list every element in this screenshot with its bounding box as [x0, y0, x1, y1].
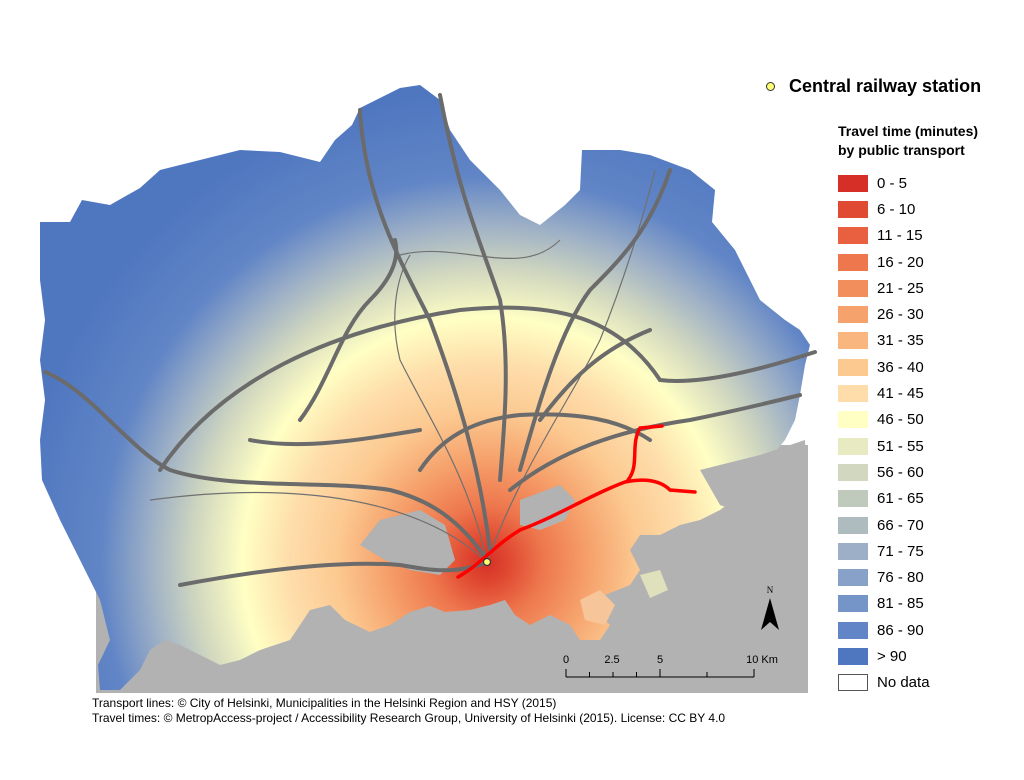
legend-class-label: 26 - 30 — [877, 306, 924, 324]
legend-row: 51 - 55 — [838, 433, 924, 459]
legend-class-label: 51 - 55 — [877, 437, 924, 455]
legend-swatch — [838, 306, 868, 324]
metro-line — [456, 424, 697, 579]
legend-swatch — [838, 358, 868, 376]
legend-row: 76 - 80 — [838, 564, 924, 590]
credits-line1: Transport lines: © City of Helsinki, Mun… — [92, 696, 557, 710]
credits-line2: Travel times: © MetropAccess-project / A… — [92, 711, 726, 725]
scale-label-0: 0 — [562, 654, 570, 666]
legend-class-label: 41 - 45 — [877, 385, 924, 403]
scale-label-2-5: 2.5 — [604, 654, 620, 666]
legend-swatch — [838, 279, 868, 297]
legend-class-label: 0 - 5 — [877, 174, 908, 192]
north-label: N — [767, 585, 774, 595]
legend-swatch — [838, 595, 868, 613]
legend-swatch — [838, 332, 868, 350]
legend-swatch — [838, 490, 868, 508]
legend-swatch — [838, 463, 868, 481]
legend-row: 26 - 30 — [838, 301, 924, 327]
nodata-label: No data — [877, 674, 930, 691]
legend-row: 66 - 70 — [838, 512, 924, 538]
legend-swatch — [838, 227, 868, 245]
legend-row: 61 - 65 — [838, 486, 924, 512]
legend-station: Central railway station — [766, 76, 981, 97]
legend-row: 0 - 5 — [838, 170, 924, 196]
credits: Transport lines: © City of Helsinki, Mun… — [92, 696, 725, 726]
scale-label-10km: 10 Km — [746, 654, 778, 666]
legend-swatch — [838, 437, 868, 455]
legend-class-label: 36 - 40 — [877, 358, 924, 376]
station-dot-icon — [766, 82, 775, 91]
legend-row: 11 - 15 — [838, 223, 924, 249]
land-area — [40, 85, 810, 690]
legend-row: 16 - 20 — [838, 249, 924, 275]
legend-swatch — [838, 385, 868, 403]
legend-swatch — [838, 647, 868, 665]
legend-class-label: 11 - 15 — [877, 227, 923, 245]
legend-row: > 90 — [838, 643, 924, 669]
legend-swatch — [838, 253, 868, 271]
legend-row: 21 - 25 — [838, 275, 924, 301]
legend-class-label: > 90 — [877, 647, 907, 665]
legend-swatch — [838, 621, 868, 639]
legend-swatch — [838, 200, 868, 218]
legend-swatch — [838, 569, 868, 587]
legend-nodata: No data — [838, 674, 930, 691]
legend-row: 56 - 60 — [838, 459, 924, 485]
legend-class-label: 71 - 75 — [877, 542, 924, 560]
sea-inlet — [520, 485, 575, 530]
legend-class-label: 81 - 85 — [877, 595, 924, 613]
legend-row: 71 - 75 — [838, 538, 924, 564]
central-station-marker — [482, 557, 492, 567]
legend-row: 41 - 45 — [838, 380, 924, 406]
sea-inlet — [700, 440, 808, 520]
scale-label-5: 5 — [656, 654, 664, 666]
north-arrow-icon: N — [761, 585, 779, 630]
legend-class-label: 31 - 35 — [877, 332, 924, 350]
rail-lines — [149, 169, 656, 563]
legend-class-label: 16 - 20 — [877, 253, 924, 271]
scale-bar — [565, 669, 755, 678]
legend-swatch — [838, 516, 868, 534]
legend-title-line1: Travel time (minutes) — [838, 123, 979, 139]
sea-inlet — [360, 510, 455, 575]
legend-row: 81 - 85 — [838, 591, 924, 617]
legend-row: 46 - 50 — [838, 407, 924, 433]
legend-row: 6 - 10 — [838, 196, 924, 222]
legend-class-label: 21 - 25 — [877, 279, 924, 297]
station-legend-label: Central railway station — [789, 76, 982, 96]
legend-swatch — [838, 174, 868, 192]
legend-row: 36 - 40 — [838, 354, 924, 380]
legend-swatch — [838, 542, 868, 560]
legend-class-label: 56 - 60 — [877, 463, 924, 481]
legend-class-label: 86 - 90 — [877, 621, 924, 639]
legend-row: 86 - 90 — [838, 617, 924, 643]
legend-class-label: 46 - 50 — [877, 411, 924, 429]
legend-classes: 0 - 5 6 - 10 11 - 15 16 - 20 21 - 25 26 - 30 3… — [838, 170, 924, 670]
island — [640, 570, 668, 598]
legend-class-label: 6 - 10 — [877, 200, 916, 218]
legend-title-line2: by public transport — [838, 142, 965, 158]
legend-class-label: 66 - 70 — [877, 516, 924, 534]
legend-class-label: 76 - 80 — [877, 569, 924, 587]
legend-class-label: 61 - 65 — [877, 490, 924, 508]
legend-swatch — [838, 411, 868, 429]
road-network — [43, 93, 817, 587]
island — [580, 590, 615, 625]
legend-title: Travel time (minutes) by public transpor… — [838, 122, 1018, 160]
legend-row: 31 - 35 — [838, 328, 924, 354]
nodata-swatch — [838, 674, 868, 691]
